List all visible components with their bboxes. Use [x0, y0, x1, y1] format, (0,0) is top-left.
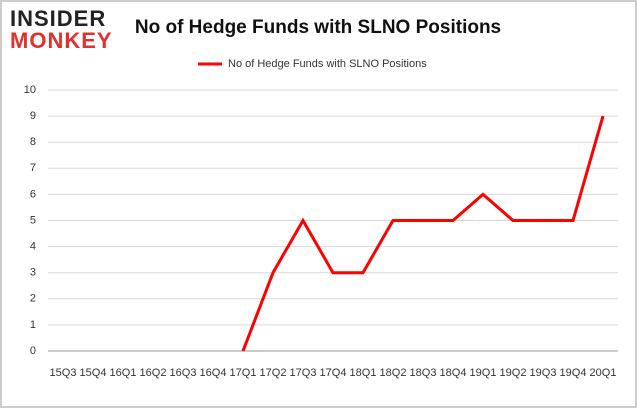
- x-tick-label: 19Q4: [560, 367, 587, 379]
- x-tick-label: 16Q2: [140, 367, 167, 379]
- x-tick-label: 16Q3: [170, 367, 197, 379]
- x-tick-label: 18Q2: [380, 367, 407, 379]
- x-tick-label: 17Q3: [290, 367, 317, 379]
- x-tick-label: 20Q1: [590, 367, 617, 379]
- y-tick-label: 6: [30, 188, 36, 200]
- x-tick-label: 16Q1: [110, 367, 137, 379]
- x-tick-label: 15Q4: [80, 367, 107, 379]
- y-tick-label: 0: [30, 345, 36, 357]
- x-tick-label: 19Q3: [530, 367, 557, 379]
- x-tick-label: 15Q3: [50, 367, 77, 379]
- y-tick-label: 3: [30, 267, 36, 279]
- y-tick-label: 1: [30, 319, 36, 331]
- y-tick-label: 4: [30, 241, 36, 253]
- x-tick-label: 17Q4: [320, 367, 347, 379]
- x-tick-label: 18Q4: [440, 367, 467, 379]
- y-tick-label: 5: [30, 214, 36, 226]
- x-tick-label: 18Q1: [350, 367, 377, 379]
- chart-title: No of Hedge Funds with SLNO Positions: [135, 17, 501, 38]
- y-tick-label: 8: [30, 136, 36, 148]
- y-tick-label: 7: [30, 162, 36, 174]
- line-series: [241, 115, 605, 352]
- y-tick-label: 2: [30, 293, 36, 305]
- x-tick-label: 16Q4: [200, 367, 227, 379]
- x-tick-label: 17Q2: [260, 367, 287, 379]
- x-tick-label: 17Q1: [230, 367, 257, 379]
- x-tick-label: 19Q2: [500, 367, 527, 379]
- x-tick-label: 18Q3: [410, 367, 437, 379]
- y-tick-label: 9: [30, 110, 36, 122]
- y-tick-label: 10: [24, 84, 36, 96]
- x-tick-label: 19Q1: [470, 367, 497, 379]
- legend-label: No of Hedge Funds with SLNO Positions: [228, 58, 427, 70]
- logo-bottom: MONKEY: [10, 28, 113, 53]
- logo-top: INSIDER: [10, 6, 106, 31]
